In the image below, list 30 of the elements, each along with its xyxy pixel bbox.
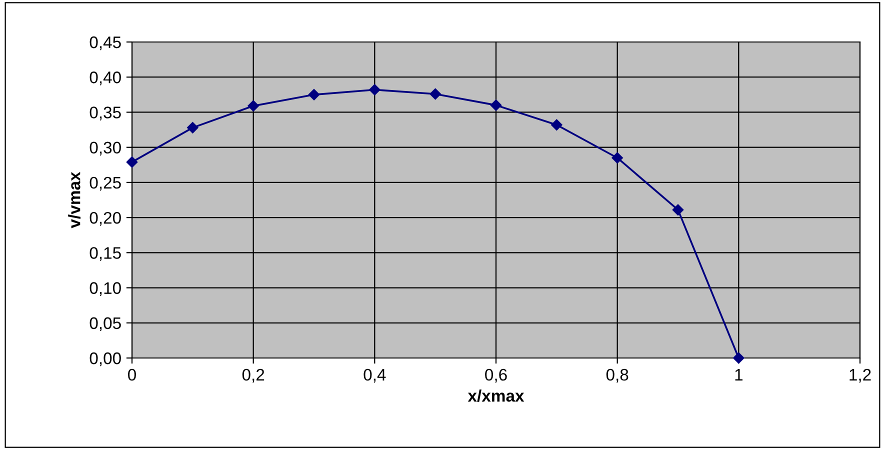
x-tick-label: 0	[128, 368, 136, 381]
x-tick-label: 0,6	[485, 368, 507, 383]
x-axis-title: x/xmax	[468, 390, 524, 402]
y-tick-label: 0,25	[90, 176, 121, 191]
point	[308, 89, 320, 100]
x-tick-label: 1,2	[850, 368, 871, 383]
y-tick-label: 0,20	[90, 212, 121, 226]
point	[126, 156, 138, 168]
y-tick-label: 0,00	[90, 352, 121, 366]
point	[551, 119, 562, 130]
point	[248, 100, 259, 112]
y-tick-label: 0,35	[90, 106, 121, 120]
y-tick-label: 0,45	[90, 36, 121, 50]
point	[369, 84, 380, 96]
x-tick-label: 0,4	[364, 368, 386, 383]
x-tick-label: 1	[735, 369, 742, 380]
y-tick-label: 0,05	[90, 317, 121, 332]
x-tick-label: 0,8	[606, 368, 628, 383]
y-axis-title: v/vmax	[68, 172, 80, 228]
y-tick-label: 0,15	[90, 247, 121, 261]
point	[612, 152, 623, 164]
y-tick-label: 0,30	[90, 142, 121, 156]
point	[490, 100, 502, 111]
y-tick-label: 0,40	[90, 72, 121, 86]
point	[733, 352, 744, 364]
x-tick-label: 0,2	[242, 368, 264, 383]
point	[430, 88, 441, 100]
point	[672, 204, 684, 216]
y-tick-label: 0,10	[90, 282, 121, 296]
point	[187, 122, 198, 134]
